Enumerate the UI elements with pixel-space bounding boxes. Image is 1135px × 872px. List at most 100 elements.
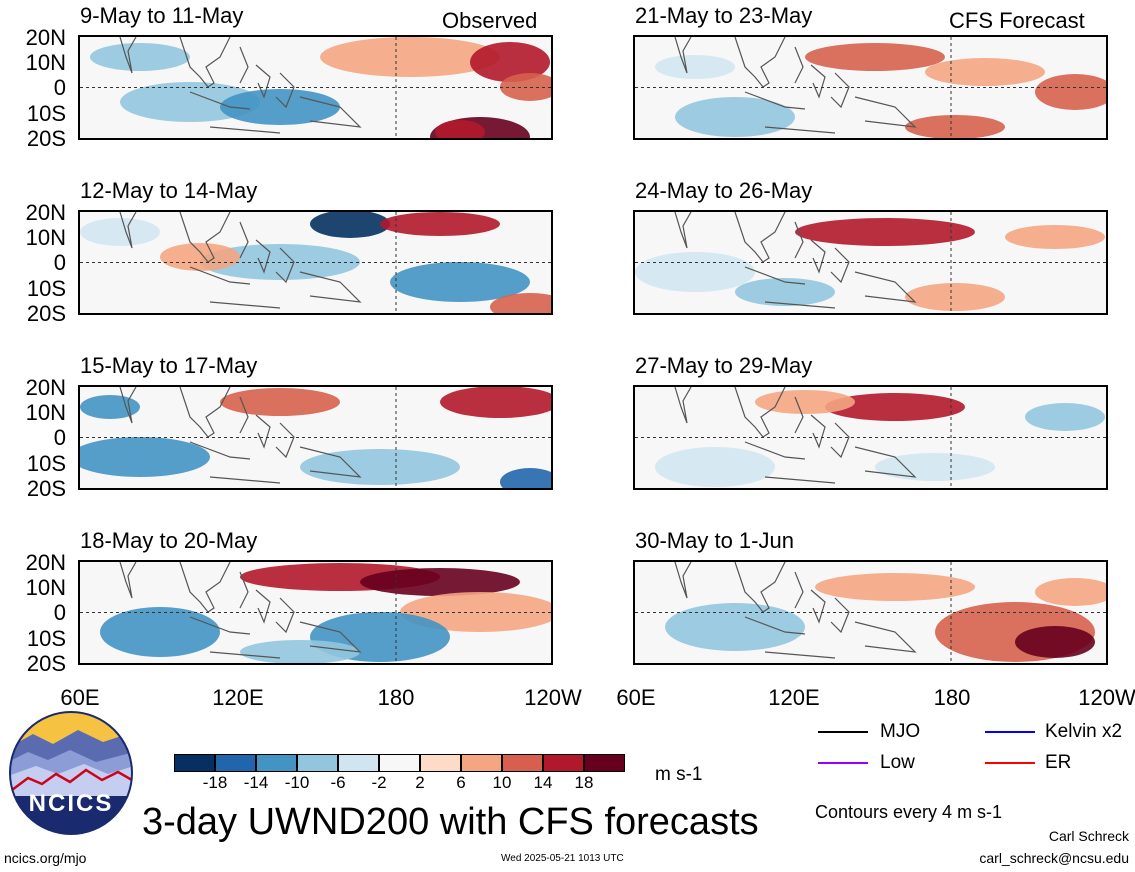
legend-kelvin-line	[985, 731, 1035, 733]
colorbar-swatch	[215, 754, 256, 772]
panel-title-right-4: 30-May to 1-Jun	[635, 528, 794, 553]
lat-label: 20N	[25, 375, 66, 400]
lat-label: 20S	[26, 126, 66, 151]
main-title: 3-day UWND200 with CFS forecasts	[142, 801, 759, 843]
anomaly-patch	[655, 55, 735, 79]
anomaly-patch	[795, 218, 975, 246]
anomaly-patch	[80, 437, 210, 477]
anomaly-patch	[675, 97, 795, 137]
map-left-3	[78, 385, 553, 490]
colorbar-swatch	[461, 754, 502, 772]
colorbar-swatch	[584, 754, 625, 772]
panel-title-left-3: 15-May to 17-May	[80, 353, 258, 378]
colorbar-label: -18	[202, 773, 228, 792]
wind-anomaly-field	[80, 562, 551, 663]
anomaly-patch	[665, 603, 805, 651]
footer-url: ncics.org/mjo	[4, 850, 87, 866]
anomaly-patch	[440, 387, 551, 418]
anomaly-patch	[875, 453, 995, 481]
anomaly-patch	[490, 293, 551, 313]
anomaly-patch	[825, 393, 965, 421]
anomaly-patch	[240, 640, 360, 663]
anomaly-patch	[635, 252, 755, 292]
colorbar-label: 14	[533, 773, 553, 792]
footer-email: carl_schreck@ncsu.edu	[979, 850, 1129, 866]
anomaly-patch	[1035, 578, 1106, 606]
map-left-2	[78, 210, 553, 315]
anomaly-patch	[390, 262, 530, 302]
footer-author: Carl Schreck	[1048, 828, 1129, 844]
anomaly-patch	[815, 573, 975, 601]
lat-label: 10S	[26, 276, 66, 301]
colorbar-label: -14	[243, 773, 269, 792]
anomaly-patch	[905, 283, 1005, 311]
observed-label: Observed	[442, 8, 538, 33]
anomaly-patch	[1025, 403, 1105, 431]
lat-label: 10S	[26, 451, 66, 476]
colorbar-label: 10	[492, 773, 512, 792]
map-right-1	[633, 35, 1108, 140]
wind-anomaly-field	[80, 212, 551, 313]
lat-label: 0	[53, 75, 66, 100]
anomaly-patch	[100, 607, 220, 657]
lon-label-right: 60E	[616, 685, 656, 710]
ncics-logo: NCICS	[8, 710, 134, 836]
lon-label-right: 120W	[1078, 685, 1135, 710]
lon-label-left: 60E	[60, 685, 100, 710]
anomaly-patch	[655, 447, 775, 487]
lat-label: 20N	[25, 550, 66, 575]
wind-anomaly-field	[635, 212, 1106, 313]
wind-anomaly-field	[635, 562, 1106, 663]
lat-label: 10N	[25, 400, 66, 425]
anomaly-patch	[90, 43, 190, 71]
colorbar-label: -2	[371, 773, 387, 792]
anomaly-patch	[220, 388, 340, 416]
lat-label: 0	[53, 250, 66, 275]
lon-label-left: 120W	[524, 685, 582, 710]
legend-mjo-line	[818, 731, 868, 733]
anomaly-patch	[435, 120, 485, 138]
anomaly-patch	[360, 568, 520, 596]
colorbar-label: 18	[574, 773, 594, 792]
anomaly-patch	[80, 395, 140, 419]
colorbar-swatch	[502, 754, 543, 772]
panel-title-right-1: 21-May to 23-May	[635, 3, 813, 28]
wind-anomaly-field	[635, 387, 1106, 488]
anomaly-patch	[310, 212, 390, 238]
legend-er-label: ER	[1045, 752, 1072, 773]
lat-label: 0	[53, 600, 66, 625]
lon-label-right: 120E	[768, 685, 820, 710]
map-left-1	[78, 35, 553, 140]
footer-timestamp: Wed 2025-05-21 1013 UTC	[501, 853, 624, 864]
anomaly-patch	[1005, 225, 1105, 249]
panel-title-left-4: 18-May to 20-May	[80, 528, 258, 553]
panel-title-left-2: 12-May to 14-May	[80, 178, 258, 203]
colorbar-label: 6	[456, 773, 466, 792]
colorbar-swatch	[338, 754, 379, 772]
anomaly-patch	[160, 243, 240, 271]
colorbar-label: -6	[330, 773, 346, 792]
map-right-3	[633, 385, 1108, 490]
colorbar-swatch	[543, 754, 584, 772]
legend-er-line	[985, 762, 1035, 764]
anomaly-patch	[905, 115, 1005, 138]
forecast-label: CFS Forecast	[949, 8, 1085, 33]
anomaly-patch	[925, 58, 1045, 86]
logo-text: NCICS	[28, 790, 114, 817]
lat-label: 20N	[25, 200, 66, 225]
anomaly-patch	[805, 43, 945, 71]
lat-label: 20N	[25, 25, 66, 50]
lat-label: 20S	[26, 476, 66, 501]
lat-label: 20S	[26, 651, 66, 676]
legend-low-line	[818, 762, 868, 764]
lat-label: 10N	[25, 50, 66, 75]
colorbar-label: -10	[284, 773, 310, 792]
colorbar-swatch	[420, 754, 461, 772]
anomaly-patch	[735, 278, 835, 306]
anomaly-patch	[470, 42, 550, 82]
lat-label: 0	[53, 425, 66, 450]
anomaly-patch	[320, 37, 500, 77]
map-right-4	[633, 560, 1108, 665]
anomaly-patch	[1015, 626, 1095, 658]
colorbar-swatch	[174, 754, 215, 772]
